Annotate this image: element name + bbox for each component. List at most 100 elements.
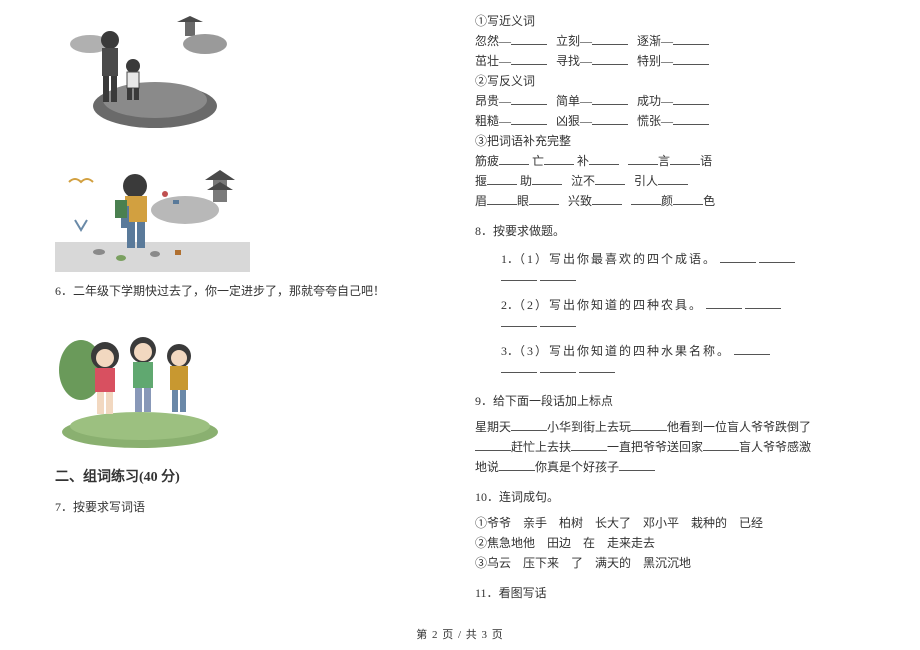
blank[interactable]	[631, 419, 667, 431]
t: 颜	[661, 194, 673, 208]
blank[interactable]	[529, 193, 559, 205]
blank[interactable]	[628, 153, 658, 165]
blank[interactable]	[501, 269, 537, 281]
blank[interactable]	[511, 53, 547, 65]
blank[interactable]	[499, 153, 529, 165]
blank[interactable]	[673, 93, 709, 105]
blank[interactable]	[745, 297, 781, 309]
q7-g1-row1: 忽然— 立刻— 逐渐—	[475, 32, 865, 50]
blank[interactable]	[673, 53, 709, 65]
blank[interactable]	[499, 459, 535, 471]
q7-group3: ③把词语补充完整 筋疲 亡 补 言语 揠 助 泣不 引人 眉眼 兴致 颜色	[475, 132, 865, 210]
q7-g2-r2-c: 慌张—	[637, 114, 673, 128]
blank[interactable]	[540, 315, 576, 327]
blank[interactable]	[579, 361, 615, 373]
q10-text: 连词成句。	[499, 490, 559, 504]
q6-text: 二年级下学期快过去了，你一定进步了，那就夸夸自己吧！	[73, 284, 385, 298]
q8-item1: 1．（1）写出你最喜欢的四个成语。	[475, 250, 865, 268]
q8-i1-num: 1．	[501, 252, 519, 266]
blank[interactable]	[658, 173, 688, 185]
blank[interactable]	[540, 361, 576, 373]
q7-group2: ②写反义词 昂贵— 简单— 成功— 粗糙— 凶狠— 慌张—	[475, 72, 865, 130]
blank[interactable]	[501, 361, 537, 373]
blank[interactable]	[511, 419, 547, 431]
t: 地说	[475, 460, 499, 474]
q8-number: 8．	[475, 224, 493, 238]
q7-g1-r2-c: 特别—	[637, 54, 673, 68]
blank[interactable]	[720, 251, 756, 263]
blank[interactable]	[511, 113, 547, 125]
t: 眉	[475, 194, 487, 208]
q8-item2: 2．（2）写出你知道的四种农具。	[475, 296, 865, 314]
blank[interactable]	[511, 33, 547, 45]
t: 泣不	[571, 174, 595, 188]
t: 助	[520, 174, 532, 188]
q10-line1: ①爷爷 亲手 柏树 长大了 邓小平 栽种的 已经	[475, 514, 865, 532]
t: 色	[703, 194, 715, 208]
q11-text: 看图写话	[499, 586, 547, 600]
blank[interactable]	[595, 173, 625, 185]
q7-group1: ①写近义词 忽然— 立刻— 逐渐— 茁壮— 寻找— 特别—	[475, 12, 865, 70]
q7-g2-label: ②写反义词	[475, 72, 865, 90]
q9-text: 给下面一段话加上标点	[493, 394, 613, 408]
blank[interactable]	[592, 113, 628, 125]
q7-g2-r2-a: 粗糙—	[475, 114, 511, 128]
blank[interactable]	[511, 93, 547, 105]
blank[interactable]	[673, 193, 703, 205]
q7-g1-r1-b: 立刻—	[556, 34, 592, 48]
question-6: 6．二年级下学期快过去了，你一定进步了，那就夸夸自己吧！	[55, 282, 445, 300]
t: 亡	[532, 154, 544, 168]
t: 你真是个好孩子	[535, 460, 619, 474]
q7-g2-r1-a: 昂贵—	[475, 94, 511, 108]
q9-passage: 星期天小华到街上去玩他看到一位盲人爷爷跌倒了	[475, 418, 865, 436]
blank[interactable]	[487, 193, 517, 205]
q7-number: 7．	[55, 500, 73, 514]
left-column: 6．二年级下学期快过去了，你一定进步了，那就夸夸自己吧！	[50, 10, 460, 600]
t: 语	[700, 154, 712, 168]
question-11: 11．看图写话	[475, 584, 865, 602]
blank[interactable]	[487, 173, 517, 185]
q7-g3-row3: 眉眼 兴致 颜色	[475, 192, 865, 210]
blank[interactable]	[589, 153, 619, 165]
question-8: 8．按要求做题。	[475, 222, 865, 240]
blank[interactable]	[631, 193, 661, 205]
t: 星期天	[475, 420, 511, 434]
blank[interactable]	[673, 33, 709, 45]
blank[interactable]	[592, 33, 628, 45]
q7-g2-r1-b: 简单—	[556, 94, 592, 108]
blank[interactable]	[592, 53, 628, 65]
q10-line3: ③乌云 压下来 了 满天的 黑沉沉地	[475, 554, 865, 572]
blank[interactable]	[759, 251, 795, 263]
blank[interactable]	[571, 439, 607, 451]
t: 言	[658, 154, 670, 168]
q8-i1-row2	[475, 268, 865, 286]
t: 揠	[475, 174, 487, 188]
blank[interactable]	[734, 343, 770, 355]
blank[interactable]	[706, 297, 742, 309]
page-footer: 第 2 页 / 共 3 页	[0, 626, 920, 642]
q10-number: 10．	[475, 490, 499, 504]
blank[interactable]	[475, 439, 511, 451]
blank[interactable]	[532, 173, 562, 185]
blank[interactable]	[501, 315, 537, 327]
q8-i3-num: 3．	[501, 344, 519, 358]
blank[interactable]	[592, 93, 628, 105]
blank[interactable]	[673, 113, 709, 125]
q7-g1-r1-a: 忽然—	[475, 34, 511, 48]
q7-g2-row2: 粗糙— 凶狠— 慌张—	[475, 112, 865, 130]
blank[interactable]	[670, 153, 700, 165]
blank[interactable]	[703, 439, 739, 451]
q9-number: 9．	[475, 394, 493, 408]
q7-g1-r2-a: 茁壮—	[475, 54, 511, 68]
blank[interactable]	[544, 153, 574, 165]
q7-g2-r2-b: 凶狠—	[556, 114, 592, 128]
t: 筋疲	[475, 154, 499, 168]
q11-number: 11．	[475, 586, 499, 600]
question-7: 7．按要求写词语	[55, 498, 445, 516]
blank[interactable]	[540, 269, 576, 281]
illustration-kids	[55, 314, 445, 449]
blank[interactable]	[619, 459, 655, 471]
blank[interactable]	[592, 193, 622, 205]
t: 盲人爷爷感激	[739, 440, 811, 454]
q7-g3-row1: 筋疲 亡 补 言语	[475, 152, 865, 170]
